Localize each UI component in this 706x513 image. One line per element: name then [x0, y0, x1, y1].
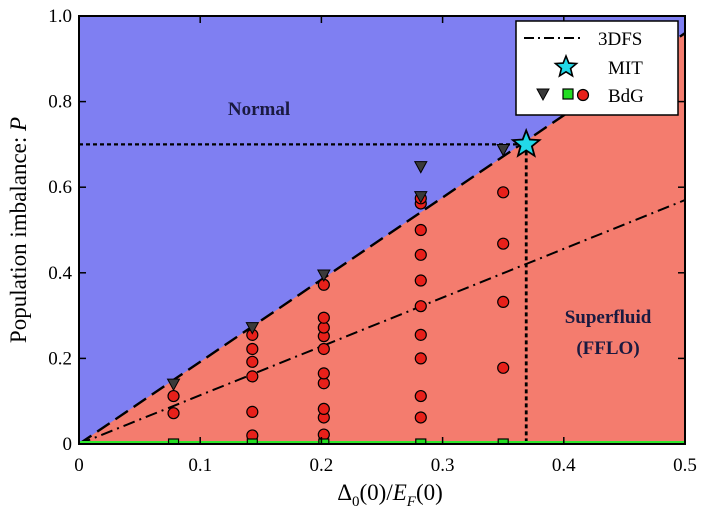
legend-bdg-triangle	[536, 88, 550, 102]
bdg-circle-marker	[497, 186, 510, 199]
y-tick-label: 1.0	[48, 6, 72, 27]
bdg-circle-marker	[414, 411, 427, 424]
plot-frame	[78, 15, 686, 445]
bdg-markers	[166, 144, 511, 444]
bdg-circle-marker	[414, 248, 427, 261]
bdg-circle-marker	[497, 361, 510, 374]
y-tick-label: 0.2	[48, 348, 72, 369]
bdg-circle-marker	[167, 407, 180, 420]
bdg-circle-marker	[246, 342, 259, 356]
bdg-circle-marker	[497, 237, 510, 250]
bdg-triangle-marker	[245, 322, 260, 335]
y-axis-title: Population imbalance: P	[6, 117, 31, 343]
bdg-circle-marker	[414, 352, 427, 365]
bdg-circle-marker	[317, 367, 330, 380]
legend: 3DFS MIT BdG	[515, 20, 679, 116]
bdg-triangle-marker	[316, 269, 331, 282]
y-tick-label: 0.8	[48, 92, 72, 113]
y-tick-label: 0	[63, 434, 73, 455]
bdg-circle-marker	[317, 311, 330, 324]
bdg-circle-marker	[497, 295, 510, 309]
bdg-circle-marker	[246, 355, 259, 368]
x-tick-label: 0.3	[431, 455, 455, 476]
bdg-circle-marker	[414, 274, 427, 287]
x-tick-label: 0	[74, 455, 84, 476]
x-tick-label: 0.4	[552, 455, 576, 476]
legend-mit-star	[553, 53, 579, 78]
bdg-square-marker	[318, 438, 330, 444]
bdg-circle-marker	[246, 370, 259, 383]
bdg-circle-marker	[414, 328, 427, 341]
x-tick-label: 0.1	[188, 455, 212, 476]
bdg-circle-marker	[414, 300, 427, 313]
bdg-circle-marker	[167, 389, 180, 403]
bdg-circle-marker	[317, 402, 330, 416]
bdg-triangle-marker	[413, 161, 428, 174]
bdg-square-marker	[246, 438, 258, 444]
legend-bdg-label: BdG	[608, 86, 644, 107]
legend-3dfs-label: 3DFS	[598, 29, 642, 50]
bdg-circle-marker	[317, 342, 330, 356]
y-tick-label: 0.6	[48, 177, 72, 198]
bdg-circle-marker	[414, 223, 427, 237]
bdg-circle-marker	[414, 389, 427, 403]
legend-box	[515, 20, 679, 116]
y-tick-label: 0.4	[48, 263, 72, 284]
bdg-triangle-marker	[496, 144, 511, 157]
legend-bdg-circle	[576, 88, 590, 102]
bdg-square-marker	[415, 438, 427, 444]
fflo-label: (FFLO)	[576, 338, 639, 359]
legend-mit-label: MIT	[608, 58, 643, 79]
x-tick-label: 0.5	[673, 455, 697, 476]
x-axis-title: Δ0(0)/EF(0)	[337, 480, 443, 510]
x-tick-label: 0.2	[310, 455, 334, 476]
bdg-circle-marker	[246, 405, 259, 418]
superfluid-label: Superfluid	[565, 307, 652, 328]
bdg-triangle-marker	[413, 191, 428, 204]
axis-ticks: 0 0.1 0.2 0.3 0.4 0.5 0 0.2 0.4 0.6 0.8 1.0	[48, 6, 697, 476]
bdg-triangle-marker	[166, 378, 181, 392]
bdg-square-marker	[167, 438, 180, 444]
legend-bdg-square	[562, 88, 574, 100]
phase-boundary-line	[79, 32, 685, 444]
mit-star-marker	[510, 127, 542, 158]
normal-label: Normal	[228, 99, 290, 120]
bdg-square-marker	[497, 438, 509, 444]
